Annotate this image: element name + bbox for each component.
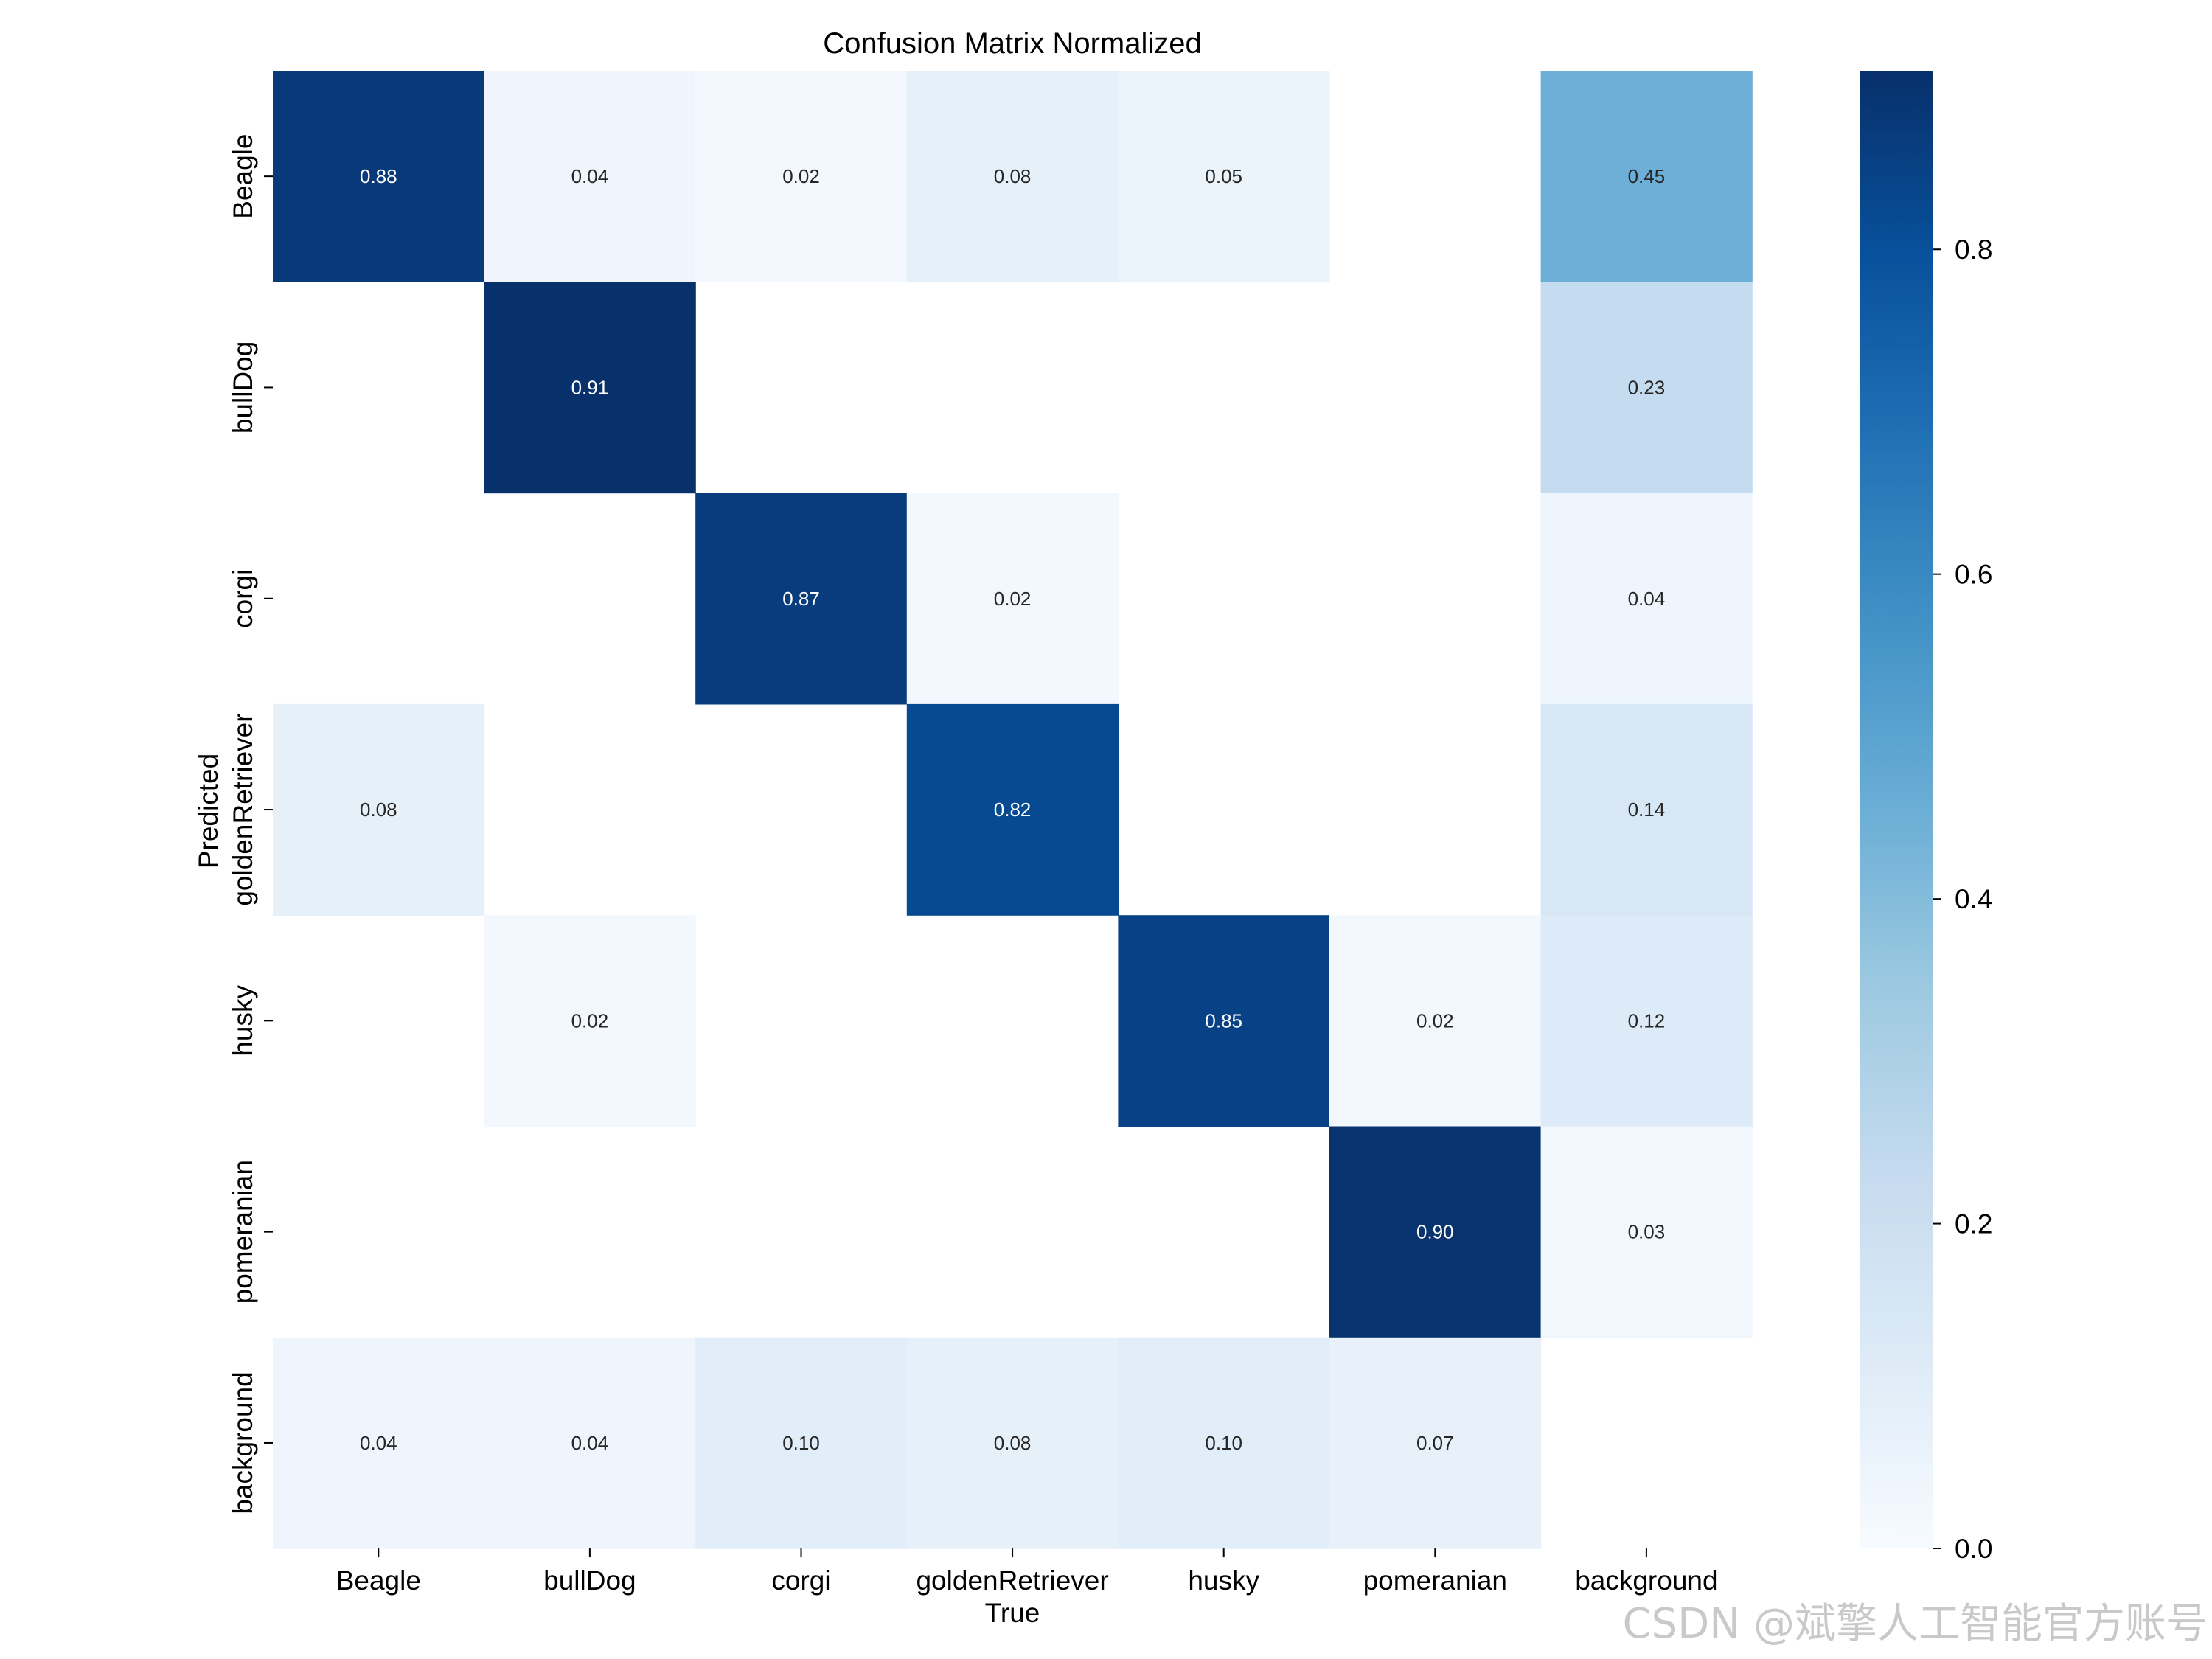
heatmap-cell	[273, 71, 485, 282]
cell-value-label: 0.02	[782, 165, 820, 187]
heatmap-cell	[484, 1337, 696, 1549]
colorbar	[1860, 71, 1933, 1548]
y-tick-label: goldenRetriever	[228, 713, 258, 905]
heatmap-cell	[906, 1337, 1119, 1549]
cell-value-label: 0.85	[1205, 1009, 1242, 1032]
x-tick-label: bullDog	[543, 1565, 636, 1596]
cell-value-label: 0.87	[782, 588, 820, 610]
cell-value-label: 0.88	[360, 165, 397, 187]
x-tick-label: background	[1575, 1565, 1717, 1596]
cell-value-label: 0.10	[782, 1432, 820, 1454]
heatmap-cell	[1540, 71, 1753, 282]
y-tick-label: husky	[228, 985, 258, 1057]
heatmap-cell	[273, 703, 485, 916]
cell-value-label: 0.82	[994, 799, 1032, 821]
x-tick-label: Beagle	[336, 1565, 421, 1596]
y-tick-label: bullDog	[228, 341, 258, 434]
heatmap-cell	[695, 493, 908, 705]
watermark: CSDN @斌擎人工智能官方账号	[1622, 1600, 2208, 1648]
heatmap-cell	[906, 703, 1119, 916]
y-tick-label: corgi	[228, 569, 258, 628]
y-tick-label: background	[228, 1371, 258, 1514]
heatmap-cell	[1329, 1337, 1542, 1549]
cell-value-label: 0.90	[1416, 1221, 1454, 1243]
cell-value-label: 0.04	[571, 1432, 609, 1454]
x-tick-label: corgi	[771, 1565, 830, 1596]
cell-value-label: 0.12	[1628, 1009, 1666, 1032]
heatmap-cell	[1118, 1337, 1330, 1549]
y-tick-label: Beagle	[228, 134, 258, 219]
heatmap-cell	[484, 915, 696, 1127]
heatmap-cell	[1540, 1126, 1753, 1338]
heatmap-cell	[1329, 1126, 1542, 1338]
heatmap-cell	[1540, 493, 1753, 705]
colorbar-tick-label: 0.0	[1955, 1534, 1992, 1564]
heatmap-cell	[484, 282, 696, 494]
heatmap-cell	[906, 493, 1119, 705]
heatmap-cell	[484, 71, 696, 282]
heatmap-cell	[1329, 915, 1542, 1127]
heatmap-cell	[1118, 71, 1330, 282]
cell-value-label: 0.14	[1628, 799, 1666, 821]
heatmap-cell	[1540, 915, 1753, 1127]
cell-value-label: 0.07	[1416, 1432, 1454, 1454]
chart-title: Confusion Matrix Normalized	[823, 27, 1202, 60]
x-axis-label: True	[985, 1598, 1040, 1628]
heatmap-cell	[1118, 915, 1330, 1127]
cell-value-label: 0.04	[1628, 588, 1666, 610]
heatmap-cell	[1540, 703, 1753, 916]
heatmap-cell	[1540, 282, 1753, 494]
cell-value-label: 0.05	[1205, 165, 1242, 187]
colorbar-tick-label: 0.4	[1955, 884, 1992, 914]
cell-value-label: 0.02	[994, 588, 1032, 610]
cell-value-label: 0.04	[571, 165, 609, 187]
cell-value-label: 0.04	[360, 1432, 397, 1454]
cell-value-label: 0.91	[571, 376, 609, 398]
cell-value-label: 0.08	[994, 165, 1032, 187]
x-tick-label: pomeranian	[1363, 1565, 1507, 1596]
x-tick-label: husky	[1188, 1565, 1259, 1596]
heatmap-cell	[695, 71, 908, 282]
x-tick-label: goldenRetriever	[916, 1565, 1108, 1596]
colorbar-tick-label: 0.2	[1955, 1209, 1992, 1239]
heatmap-cell	[906, 71, 1119, 282]
cell-value-label: 0.03	[1628, 1221, 1666, 1243]
colorbar-tick-label: 0.6	[1955, 560, 1992, 590]
cell-value-label: 0.08	[360, 799, 397, 821]
colorbar-tick-label: 0.8	[1955, 234, 1992, 265]
y-tick-label: pomeranian	[228, 1160, 258, 1304]
cell-value-label: 0.45	[1628, 165, 1666, 187]
cell-value-label: 0.08	[994, 1432, 1032, 1454]
cell-value-label: 0.02	[1416, 1009, 1454, 1032]
heatmap-cell	[273, 1337, 485, 1549]
x-axis-ticks: Beagle bullDog corgi goldenRetriever husky po…	[336, 1548, 1718, 1596]
heatmap-cells: 0.88 0.04 0.02 0.08 0.05 0.45 0.91 0.23 0.87 0.02…	[273, 71, 1753, 1549]
y-axis-label: Predicted	[193, 754, 223, 869]
cell-value-label: 0.02	[571, 1009, 609, 1032]
y-axis-ticks: Beagle bullDog corgi goldenRetriever husky po…	[228, 134, 273, 1514]
cell-value-label: 0.23	[1628, 376, 1666, 398]
cell-value-label: 0.10	[1205, 1432, 1242, 1454]
heatmap-cell	[695, 1337, 908, 1549]
colorbar-ticks: 0.0 0.2 0.4 0.6 0.8	[1933, 234, 1992, 1564]
